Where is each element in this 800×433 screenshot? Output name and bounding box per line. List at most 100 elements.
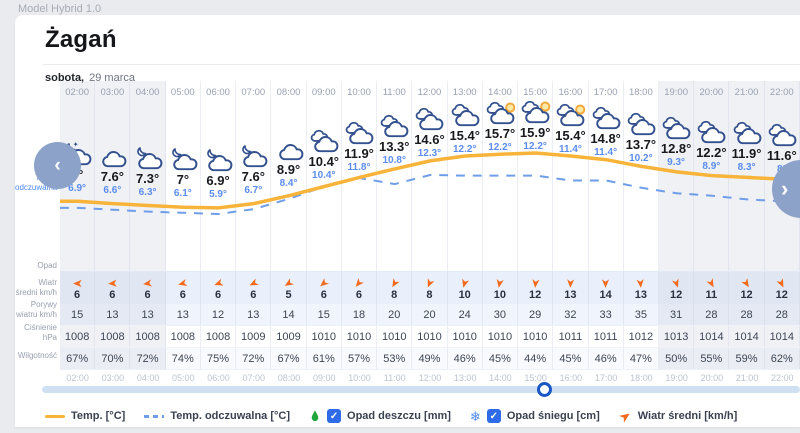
pressure-value: 1008 <box>201 326 237 347</box>
time-cell: 15:00 <box>518 81 554 103</box>
humidity-value: 72% <box>236 348 272 369</box>
time-cell: 05:00 <box>166 81 201 103</box>
footer-time-cell: 20:00 <box>700 373 724 383</box>
forecast-column[interactable]: 6.9° 5.9° <box>201 103 237 271</box>
forecast-column[interactable]: 15.7° 12.2° <box>483 101 519 271</box>
feels-like-value: 9.3° <box>667 157 686 169</box>
pressure-value: 1010 <box>448 326 483 347</box>
wind-direction-icon <box>422 276 436 290</box>
forecast-column[interactable]: 11.9° 11.8° <box>342 103 378 271</box>
wind-speed-value: 11 <box>705 288 718 301</box>
forecast-column[interactable]: 13.7° 10.2° <box>624 103 659 271</box>
forecast-column[interactable]: 10.4° 10.4° <box>307 103 342 271</box>
pressure-value: 1008 <box>130 326 166 347</box>
forecast-column[interactable]: 8.9° 8.4° <box>271 103 307 271</box>
pressure-value: 1010 <box>307 326 342 347</box>
forecast-column[interactable]: 11.9° 8.3° <box>729 103 765 271</box>
footer-time-cell: 18:00 <box>630 373 653 383</box>
gust-value: 35 <box>624 304 659 325</box>
wind-speed-value: 6 <box>355 288 363 301</box>
snow-checkbox[interactable]: ✓ <box>486 409 501 423</box>
wind-direction-icon <box>739 275 754 290</box>
wind-direction-icon <box>351 275 366 290</box>
legend-item-feels[interactable]: Temp. odczuwalna [°C] <box>144 410 290 422</box>
forecast-column[interactable]: 7.6° 6.6° <box>95 103 131 271</box>
humidity-value: 61% <box>307 348 342 369</box>
wind-direction-icon <box>211 276 225 290</box>
slider-handle[interactable] <box>537 382 553 397</box>
forecast-column[interactable]: 15.4° 11.4° <box>553 103 589 271</box>
forecast-column[interactable]: 12.2° 8.9° <box>694 103 730 271</box>
pressure-value: 1014 <box>694 326 730 347</box>
gust-value: 32 <box>553 304 589 325</box>
time-slider[interactable] <box>42 381 800 397</box>
wind-speed-value: 13 <box>564 288 577 301</box>
slider-track[interactable] <box>42 386 800 393</box>
forecast-column[interactable]: 14.8° 11.4° <box>589 103 624 271</box>
legend-item-wind[interactable]: Wiatr średni [km/h] <box>618 410 737 423</box>
forecast-column[interactable]: 12.8° 9.3° <box>658 103 695 271</box>
wind-cell: 6 <box>95 272 131 304</box>
wind-cell: 12 <box>518 272 554 304</box>
wind-arrow-icon <box>618 410 632 423</box>
time-cell: 18:00 <box>624 81 659 103</box>
time-cell: 09:00 <box>307 81 342 103</box>
wind-cell: 6 <box>236 272 272 304</box>
humidity-value: 46% <box>589 348 624 369</box>
gust-value: 30 <box>483 304 519 325</box>
forecast-column[interactable]: 7° 6.1° <box>166 103 201 271</box>
cloud-icon <box>278 144 303 161</box>
legend-item-snow[interactable]: ❄ ✓ Opad śniegu [cm] <box>470 409 600 423</box>
clouds-icon <box>592 106 621 129</box>
forecast-column[interactable]: 14.6° 12.3° <box>412 103 448 271</box>
humidity-value: 53% <box>377 348 413 369</box>
humidity-value: 67% <box>271 348 307 369</box>
footer-time-cell: 02:00 <box>66 373 89 383</box>
forecast-column[interactable]: 15.9° 12.2° <box>518 100 554 271</box>
cloud-moon-icon <box>136 146 162 169</box>
feels-like-value: 11.4° <box>558 143 582 155</box>
forecast-column[interactable]: 7.6° 6.7° <box>236 103 272 271</box>
legend-label-temp: Temp. [°C] <box>71 410 126 422</box>
wind-direction-icon <box>635 277 647 289</box>
date-line: sobota, 29 marca <box>45 72 135 84</box>
feels-like-value: 6.6° <box>103 185 122 196</box>
clouds-icon <box>416 107 444 131</box>
wind-cell: 10 <box>483 272 519 304</box>
wind-direction-icon <box>458 276 472 290</box>
cloud-sun-icon <box>521 100 551 124</box>
footer-time-cell: 08:00 <box>277 373 301 383</box>
clouds-icon <box>451 103 480 126</box>
wind-cell: 6 <box>166 272 201 304</box>
time-cell: 11:00 <box>377 81 413 103</box>
legend-label-feels: Temp. odczuwalna [°C] <box>170 410 291 422</box>
wind-cell: 6 <box>342 272 378 304</box>
pressure-value: 1014 <box>764 326 800 347</box>
temperature-value: 6.9° <box>206 172 230 188</box>
forecast-column[interactable]: 13.3° 10.8° <box>377 103 413 271</box>
temperature-value: 15.4° <box>449 127 480 143</box>
legend-label-rain: Opad deszczu [mm] <box>347 410 451 422</box>
rain-checkbox[interactable]: ✓ <box>327 409 342 423</box>
wind-direction-icon <box>704 276 719 291</box>
gust-value: 15 <box>307 304 342 325</box>
gust-value: 28 <box>764 304 800 325</box>
wind-direction-icon <box>316 275 331 290</box>
footer-time-cell: 06:00 <box>207 373 230 383</box>
footer-time-cell: 13:00 <box>453 373 477 383</box>
pressure-value: 1010 <box>377 326 413 347</box>
legend-item-rain[interactable]: ✓ Opad deszczu [mm] <box>309 409 451 423</box>
forecast-column[interactable]: 15.4° 12.2° <box>448 103 483 271</box>
cloud-sun-icon <box>557 103 586 126</box>
wind-speed-value: 12 <box>529 288 542 301</box>
forecast-column[interactable]: 7.3° 6.3° <box>130 103 166 271</box>
forecast-main-band: 8°6.9°7.6°6.6°7.3°6.3°7°6.1°6.9°5.9°7.6°… <box>60 100 800 271</box>
temperature-value: 11.9° <box>344 146 374 162</box>
temperature-value: 13.3° <box>378 138 410 154</box>
humidity-value: 62% <box>764 348 800 369</box>
gust-value: 15 <box>60 304 96 325</box>
prev-hours-button[interactable]: ‹ <box>34 142 81 189</box>
gust-value: 28 <box>729 304 765 325</box>
wind-cell: 6 <box>201 272 237 304</box>
legend-item-temp[interactable]: Temp. [°C] <box>45 410 125 422</box>
